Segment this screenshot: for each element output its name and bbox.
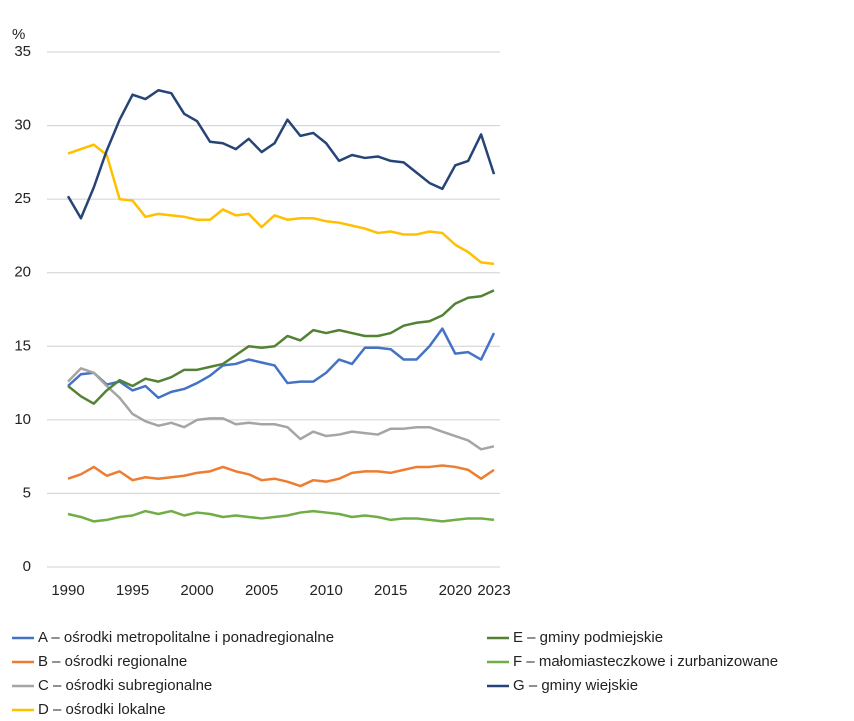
legend-label: E – gminy podmiejskie <box>513 629 663 646</box>
y-tick-label: 30 <box>14 117 31 134</box>
y-tick-label: 10 <box>14 411 31 428</box>
y-tick-label: 15 <box>14 337 31 354</box>
data-line <box>67 509 495 523</box>
data-line <box>67 464 495 488</box>
y-tick-label: 0 <box>23 558 31 575</box>
x-tick-label: 2023 <box>477 582 510 599</box>
legend-label: C – ośrodki subregionalne <box>38 677 212 694</box>
x-tick-label: 1995 <box>116 582 149 599</box>
legend-label: G – gminy wiejskie <box>513 677 638 694</box>
x-tick-label: 2020 <box>439 582 472 599</box>
x-tick-label: 1990 <box>51 582 84 599</box>
x-tick-label: 2005 <box>245 582 278 599</box>
data-line <box>67 289 495 405</box>
legend-label: B – ośrodki regionalne <box>38 653 187 670</box>
y-tick-label: 20 <box>14 264 31 281</box>
y-tick-label: 25 <box>14 190 31 207</box>
data-line <box>67 327 496 400</box>
data-line <box>67 367 495 451</box>
y-axis-label: % <box>12 26 25 43</box>
legend-label: D – ośrodki lokalne <box>38 701 166 718</box>
x-tick-label: 2000 <box>180 582 213 599</box>
y-tick-label: 35 <box>14 43 31 60</box>
legend-label: F – małomiasteczkowe i zurbanizowane <box>513 653 778 670</box>
data-line <box>66 89 496 220</box>
x-tick-label: 2015 <box>374 582 407 599</box>
legend-label: A – ośrodki metropolitalne i ponadregion… <box>38 629 334 646</box>
x-tick-label: 2010 <box>309 582 342 599</box>
data-line <box>67 143 495 266</box>
y-tick-label: 5 <box>23 484 31 501</box>
